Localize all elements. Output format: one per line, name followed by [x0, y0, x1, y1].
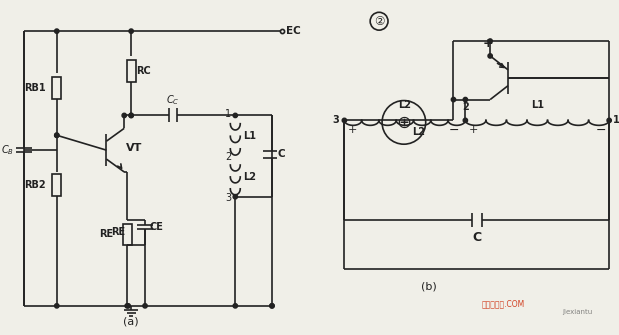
Text: L1: L1	[243, 131, 256, 141]
Circle shape	[126, 304, 131, 308]
Text: +: +	[483, 37, 493, 50]
Bar	[127, 60, 136, 82]
Circle shape	[233, 113, 238, 118]
Text: $C_B$: $C_B$	[1, 143, 14, 157]
Text: 1: 1	[225, 110, 232, 120]
Text: 3: 3	[332, 115, 339, 125]
Circle shape	[463, 97, 467, 102]
Circle shape	[463, 118, 467, 123]
Text: +: +	[469, 125, 478, 135]
Text: −: −	[448, 124, 459, 137]
Text: 2: 2	[225, 152, 232, 162]
Circle shape	[270, 304, 274, 308]
Text: 电工接线图.COM: 电工接线图.COM	[482, 299, 525, 308]
Text: +: +	[348, 125, 357, 135]
Text: 2: 2	[462, 103, 469, 113]
Circle shape	[143, 304, 147, 308]
Circle shape	[54, 133, 59, 137]
Text: 3: 3	[225, 193, 232, 203]
Circle shape	[607, 118, 612, 123]
Circle shape	[233, 304, 238, 308]
Text: ⊕: ⊕	[396, 113, 412, 131]
Circle shape	[270, 304, 274, 308]
Text: ②: ②	[374, 15, 384, 28]
Text: jiexiantu: jiexiantu	[562, 309, 592, 315]
Text: (b): (b)	[421, 281, 436, 291]
Text: $C_C$: $C_C$	[166, 93, 180, 107]
Text: RB2: RB2	[24, 180, 46, 190]
Text: CE: CE	[149, 222, 163, 232]
Text: RE: RE	[99, 229, 113, 240]
Circle shape	[488, 54, 492, 58]
Text: 1: 1	[613, 115, 619, 125]
Text: RC: RC	[136, 66, 151, 76]
Circle shape	[54, 304, 59, 308]
Circle shape	[54, 133, 59, 137]
Text: (a): (a)	[123, 317, 139, 327]
Circle shape	[129, 113, 133, 118]
Text: RB1: RB1	[24, 83, 46, 93]
Bar	[123, 223, 132, 245]
Circle shape	[129, 29, 133, 33]
Circle shape	[125, 304, 129, 308]
Text: L1: L1	[530, 100, 543, 111]
Circle shape	[129, 113, 133, 118]
Bar	[53, 174, 61, 196]
Bar	[53, 77, 61, 98]
Circle shape	[54, 29, 59, 33]
Text: L2: L2	[243, 172, 256, 182]
Text: VT: VT	[126, 143, 142, 153]
Circle shape	[451, 97, 456, 102]
Text: RE: RE	[111, 227, 125, 238]
Text: L2: L2	[412, 127, 425, 137]
Circle shape	[122, 113, 126, 118]
Text: L2: L2	[399, 100, 412, 111]
Text: C: C	[278, 149, 285, 159]
Text: EC: EC	[286, 26, 301, 36]
Circle shape	[488, 39, 492, 43]
Text: −: −	[596, 124, 607, 137]
Text: C: C	[472, 231, 482, 245]
Circle shape	[233, 195, 238, 199]
Circle shape	[342, 118, 347, 123]
